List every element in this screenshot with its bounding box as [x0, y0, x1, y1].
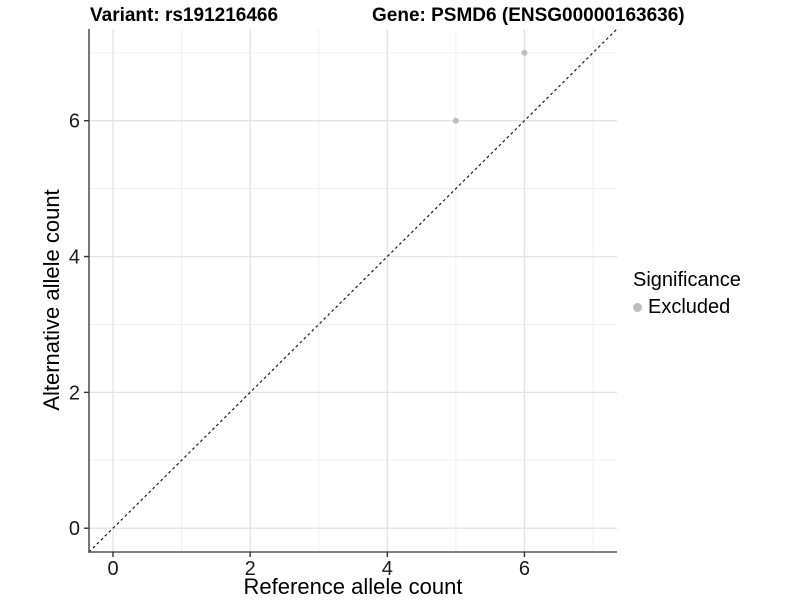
gene-title: Gene: PSMD6 (ENSG00000163636): [372, 5, 685, 26]
y-tick-label: 2: [69, 382, 80, 404]
data-point: [452, 117, 459, 124]
variant-title: Variant: rs191216466: [90, 5, 279, 26]
y-tick-label: 4: [69, 247, 80, 269]
x-axis-title: Reference allele count: [243, 574, 463, 599]
legend: Significance Excluded: [633, 269, 741, 319]
x-tick-label: 2: [245, 558, 256, 580]
x-tick-label: 4: [382, 558, 393, 580]
legend-item: Excluded: [633, 296, 741, 319]
y-tick-label: 6: [69, 111, 80, 133]
x-tick-label: 6: [519, 558, 530, 580]
legend-item-label: Excluded: [648, 296, 731, 318]
data-point: [521, 49, 528, 56]
excluded-marker-icon: [633, 303, 642, 312]
y-tick-label: 0: [69, 518, 80, 540]
legend-title: Significance: [633, 269, 741, 291]
x-tick-label: 0: [107, 558, 118, 580]
identity-line: [88, 28, 618, 553]
y-axis-title: Alternative allele count: [39, 189, 64, 411]
